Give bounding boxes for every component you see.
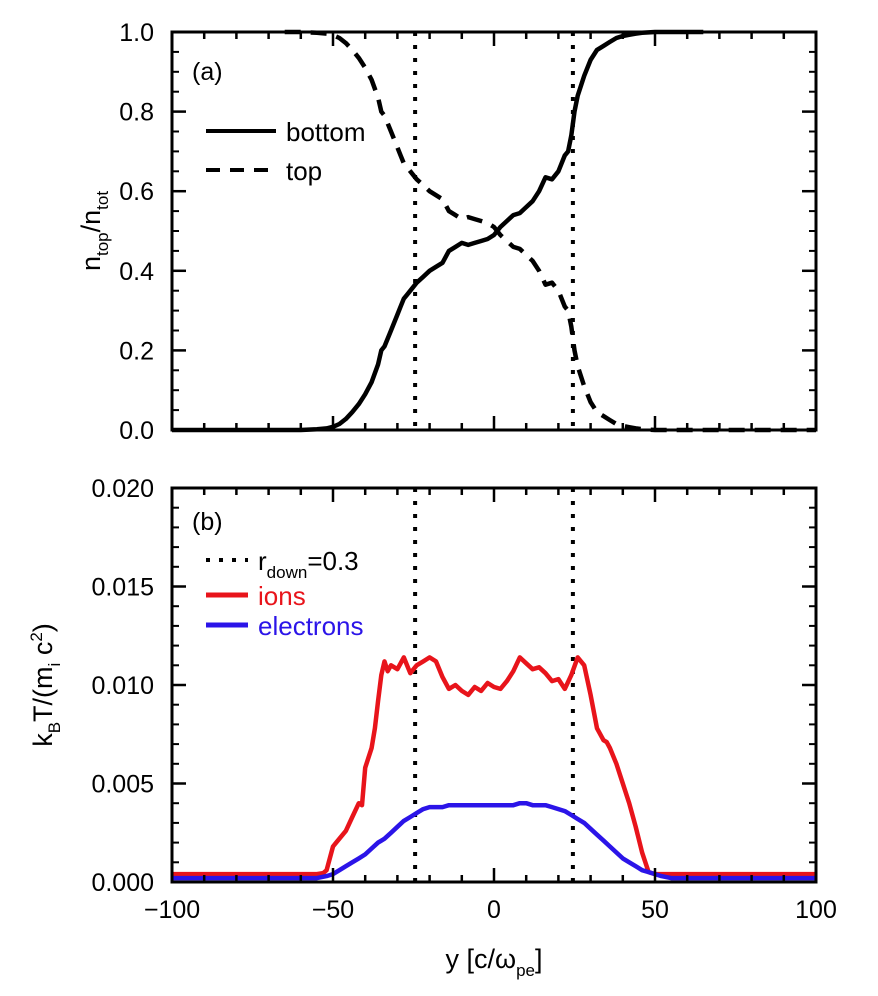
panel-b: 0.000 0.005 0.010 0.015 0.020 −100 −50 0 50 100 (… bbox=[27, 475, 837, 980]
ytick-label: 0.000 bbox=[91, 869, 154, 897]
panel-a-ylabel-mid: /n bbox=[76, 210, 106, 233]
legend-rdown-rest: =0.3 bbox=[307, 546, 358, 576]
panel-a-label: (a) bbox=[192, 58, 223, 86]
panel-b-ylabel: kBT/(mi c2) bbox=[27, 623, 64, 747]
legend-top-label: top bbox=[286, 156, 322, 186]
ytick-label: 0.4 bbox=[119, 258, 154, 286]
legend-electrons-label: electrons bbox=[258, 611, 364, 641]
series-top bbox=[284, 29, 816, 433]
xtick-label: 100 bbox=[795, 896, 837, 924]
ytick-label: 0.010 bbox=[91, 672, 154, 700]
ytick-label: 0.6 bbox=[119, 178, 154, 206]
xtick-label: 50 bbox=[641, 896, 669, 924]
panel-b-xlabel-sub: pe bbox=[516, 961, 535, 980]
panel-b-ylabel-k: k bbox=[28, 733, 58, 747]
panel-b-legend: rdown=0.3 ions electrons bbox=[206, 546, 364, 641]
panel-b-ylabel-c: c bbox=[28, 642, 58, 663]
panel-b-label: (b) bbox=[192, 508, 223, 536]
ytick-label: 0.2 bbox=[119, 337, 154, 365]
panel-b-ylabel-2: 2 bbox=[27, 632, 46, 641]
panel-a-marks bbox=[172, 29, 816, 433]
panel-a-ylabel-main: n bbox=[76, 256, 106, 271]
panel-b-ylabel-T: T/(m bbox=[28, 666, 58, 721]
legend-rdown-label: rdown=0.3 bbox=[258, 546, 359, 582]
ytick-label: 0.005 bbox=[91, 771, 154, 799]
xtick-label: 0 bbox=[487, 896, 501, 924]
series-electrons bbox=[172, 800, 816, 881]
panel-b-ylabel-close: ) bbox=[28, 623, 58, 632]
panel-a-frame bbox=[170, 30, 818, 432]
panel-a-ylabel: ntop/ntot bbox=[76, 191, 112, 271]
panel-b-xlabel-close: ] bbox=[535, 944, 543, 974]
panel-b-marks bbox=[172, 488, 816, 882]
panel-b-xlabel: y [c/ωpe] bbox=[445, 944, 542, 980]
ytick-label: 0.015 bbox=[91, 574, 154, 602]
ytick-label: 0.0 bbox=[119, 417, 154, 445]
panel-b-ylabel-B: B bbox=[45, 722, 64, 733]
ytick-label: 0.020 bbox=[91, 475, 154, 503]
panel-a-ticks: 0.0 0.2 0.4 0.6 0.8 1.0 bbox=[119, 19, 818, 445]
xtick-label: −50 bbox=[312, 896, 354, 924]
panel-a-ylabel-sub1: top bbox=[93, 232, 112, 256]
legend-rdown-sub: down bbox=[267, 563, 308, 582]
panel-b-ylabel-i: i bbox=[45, 663, 64, 667]
panel-a-legend: bottom top bbox=[206, 117, 366, 186]
panel-a: 0.00.20.40.60.81.0 (a) bottom top ntop/n… bbox=[76, 19, 818, 445]
legend-rdown-main: r bbox=[258, 546, 267, 576]
series-ions bbox=[172, 655, 816, 877]
xtick-label: −100 bbox=[144, 896, 200, 924]
legend-ions-label: ions bbox=[258, 581, 306, 611]
panel-a-ylabel-sub2: tot bbox=[93, 191, 112, 210]
ytick-label: 1.0 bbox=[119, 19, 154, 47]
legend-bottom-label: bottom bbox=[286, 117, 366, 147]
panel-b-xlabel-main: y [c/ω bbox=[445, 944, 516, 974]
ytick-label: 0.8 bbox=[119, 99, 154, 127]
panel-b-ticks: 0.000 0.005 0.010 0.015 0.020 −100 −50 0 50 100 bbox=[91, 475, 836, 924]
series-bottom bbox=[172, 29, 704, 433]
